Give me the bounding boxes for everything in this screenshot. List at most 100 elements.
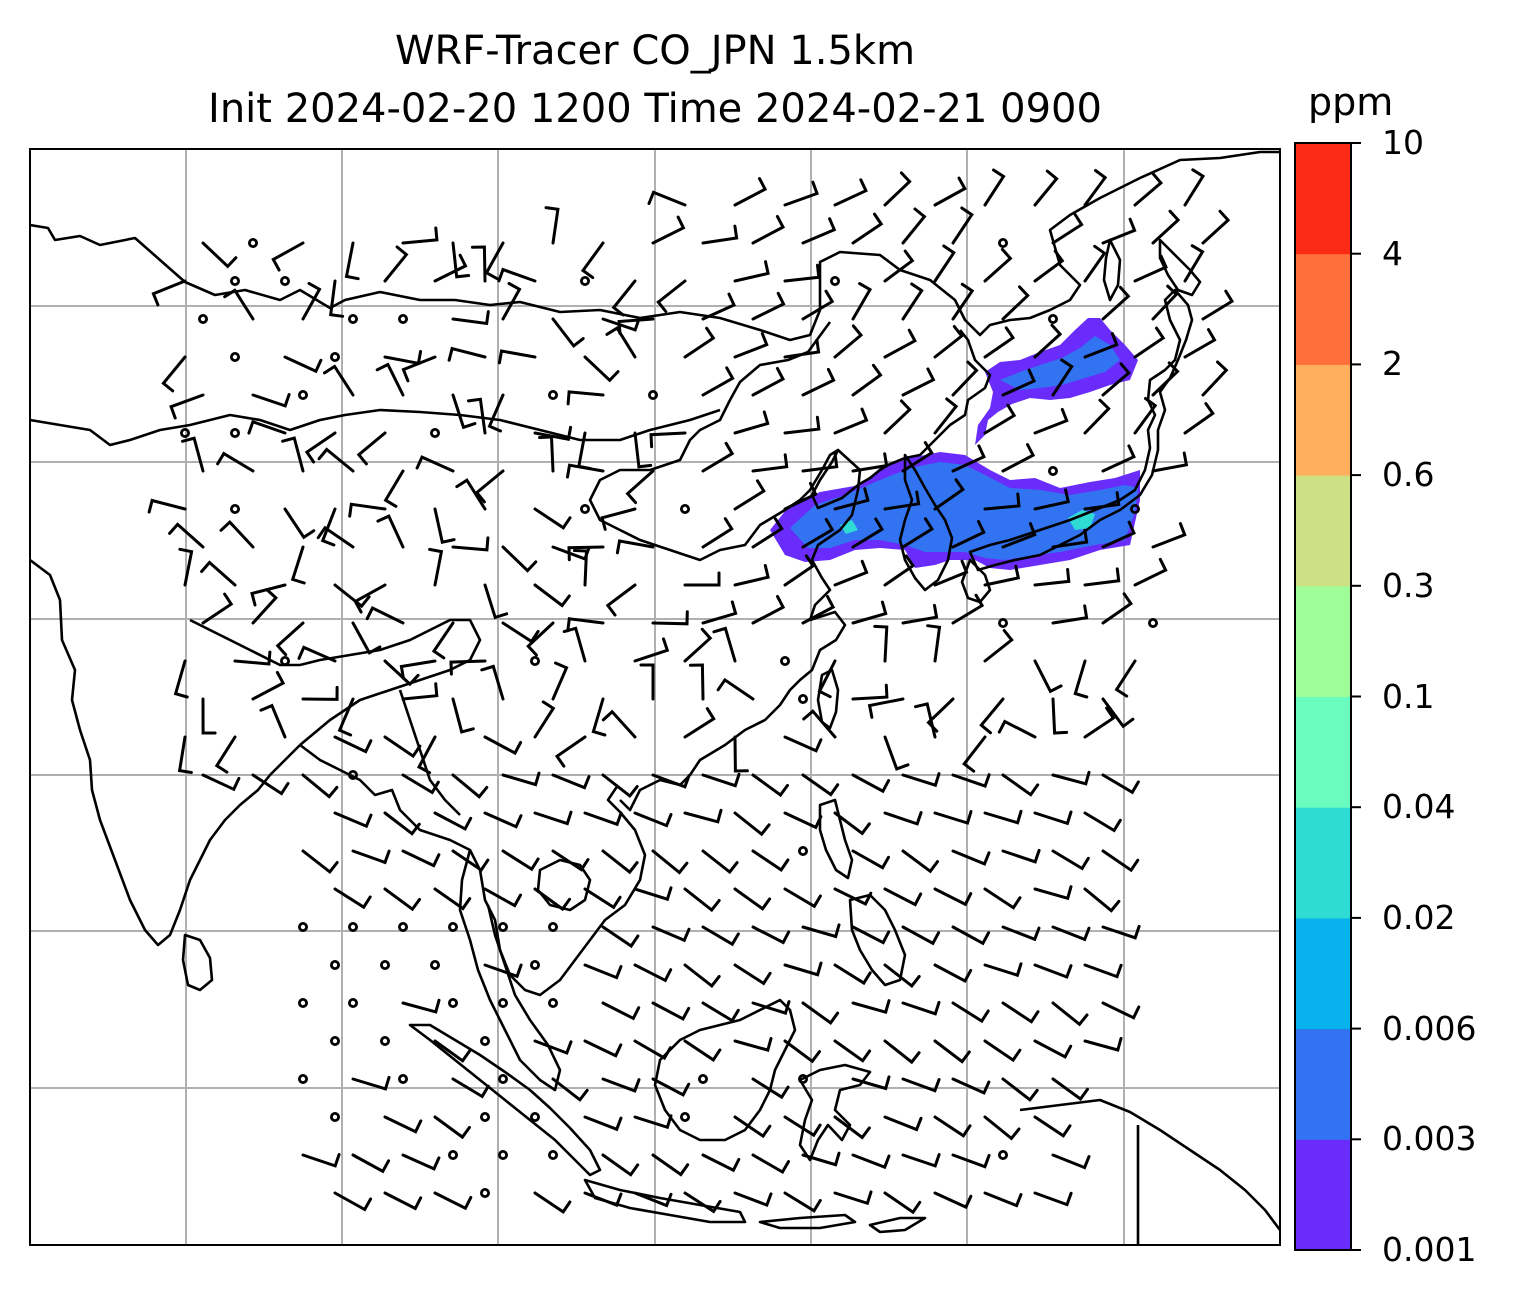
- wind-barb: [1083, 887, 1121, 913]
- wind-barb: [701, 517, 734, 549]
- coastline-philippines-luzon: [818, 798, 854, 880]
- wind-barb: [901, 603, 939, 625]
- wind-barb: [783, 1115, 822, 1138]
- wind-barb-calm: [1048, 465, 1059, 476]
- wind-barb: [633, 886, 673, 902]
- coastline-japan-honshu: [968, 288, 1194, 572]
- wind-barb: [283, 507, 316, 540]
- colorbar-block: [1295, 696, 1351, 808]
- wind-barb: [344, 241, 360, 281]
- wind-barb: [399, 659, 437, 680]
- wind-barb-calm: [229, 427, 240, 438]
- wind-barb: [633, 1114, 673, 1130]
- wind-barb: [601, 1001, 641, 1021]
- wind-barb: [1083, 706, 1116, 739]
- wind-barb-calm: [798, 846, 809, 857]
- wind-barb: [487, 393, 505, 433]
- wind-barb: [480, 664, 505, 701]
- wind-barb: [451, 241, 471, 279]
- wind-barb: [533, 583, 571, 608]
- wind-barb: [251, 588, 279, 625]
- wind-barb: [933, 478, 965, 511]
- wind-barb: [951, 849, 991, 866]
- wind-barb-calm: [297, 1074, 308, 1085]
- wind-barb-calm: [479, 1188, 490, 1199]
- wind-barb-calm: [548, 998, 559, 1009]
- wind-barb: [951, 1077, 991, 1095]
- wind-barb: [651, 215, 686, 245]
- wind-barb: [1101, 444, 1136, 473]
- wind-barb: [1051, 528, 1089, 549]
- wind-barb: [901, 282, 924, 321]
- wind-barb: [601, 317, 641, 332]
- wind-barb-calm: [530, 960, 541, 971]
- wind-barb: [551, 317, 585, 349]
- wind-barb: [751, 517, 784, 549]
- wind-barb: [933, 810, 973, 825]
- wind-barb: [317, 447, 355, 473]
- wind-barb: [733, 260, 770, 283]
- wind-barb: [1083, 491, 1121, 511]
- wind-barb: [533, 810, 573, 826]
- wind-barb-calm: [447, 1150, 458, 1161]
- wind-barb: [583, 355, 620, 383]
- wind-barb: [181, 436, 205, 473]
- wind-barb: [1051, 358, 1074, 397]
- wind-barb: [1001, 848, 1041, 864]
- colorbar-tick-label: 0.02: [1382, 897, 1456, 937]
- wind-barb: [533, 887, 572, 912]
- wind-barb: [751, 291, 786, 321]
- wind-barb: [483, 887, 522, 908]
- wind-barb: [1101, 924, 1141, 940]
- wind-barb: [651, 610, 689, 626]
- wind-barb: [733, 1191, 773, 1208]
- wind-barb: [177, 735, 193, 774]
- wind-barb: [533, 700, 556, 739]
- wind-barb: [633, 963, 673, 983]
- wind-barb: [783, 180, 819, 207]
- wind-barb: [783, 1039, 821, 1064]
- co-plume-region: [1068, 510, 1095, 530]
- wind-barb: [651, 1153, 690, 1177]
- wind-barb: [883, 171, 912, 207]
- colorbar-block: [1295, 1139, 1351, 1251]
- wind-barb: [801, 773, 840, 797]
- wind-barb: [601, 709, 637, 739]
- wind-barb-calm: [530, 1112, 541, 1123]
- wind-barb: [901, 849, 939, 874]
- wind-barb: [533, 507, 572, 530]
- wind-barb: [901, 925, 941, 946]
- wind-barb: [451, 697, 475, 734]
- wind-barb: [1201, 209, 1231, 245]
- wind-barb: [751, 595, 786, 625]
- wind-barb: [683, 707, 716, 739]
- wind-barb: [801, 453, 839, 473]
- wind-barb: [1133, 397, 1158, 435]
- wind-barb: [633, 1191, 673, 1208]
- wind-barb: [401, 849, 441, 868]
- wind-barb-calm: [247, 237, 258, 248]
- wind-barb: [251, 671, 286, 701]
- wind-barb: [883, 887, 923, 907]
- wind-barb: [401, 773, 440, 795]
- map-frame: [29, 148, 1281, 1246]
- wind-barb-calm: [680, 1112, 691, 1123]
- wind-barb: [333, 811, 373, 829]
- wind-barb: [833, 887, 873, 907]
- wind-barb: [651, 1001, 691, 1021]
- wind-barb: [483, 811, 523, 829]
- colorbar-tick-label: 0.003: [1382, 1119, 1477, 1159]
- wind-barb: [383, 245, 409, 283]
- wind-barb: [297, 645, 337, 663]
- wind-barb-calm: [548, 922, 559, 933]
- wind-barb: [320, 507, 337, 547]
- wind-barb: [433, 253, 468, 283]
- wind-barb-calm: [397, 1074, 408, 1085]
- wind-barb-calm: [379, 1036, 390, 1047]
- wind-barb: [701, 366, 735, 397]
- wind-barb: [851, 1075, 891, 1091]
- wind-barb: [701, 600, 738, 625]
- colorbar-block: [1295, 253, 1351, 365]
- wind-barb: [1051, 849, 1090, 871]
- wind-barb: [933, 244, 956, 283]
